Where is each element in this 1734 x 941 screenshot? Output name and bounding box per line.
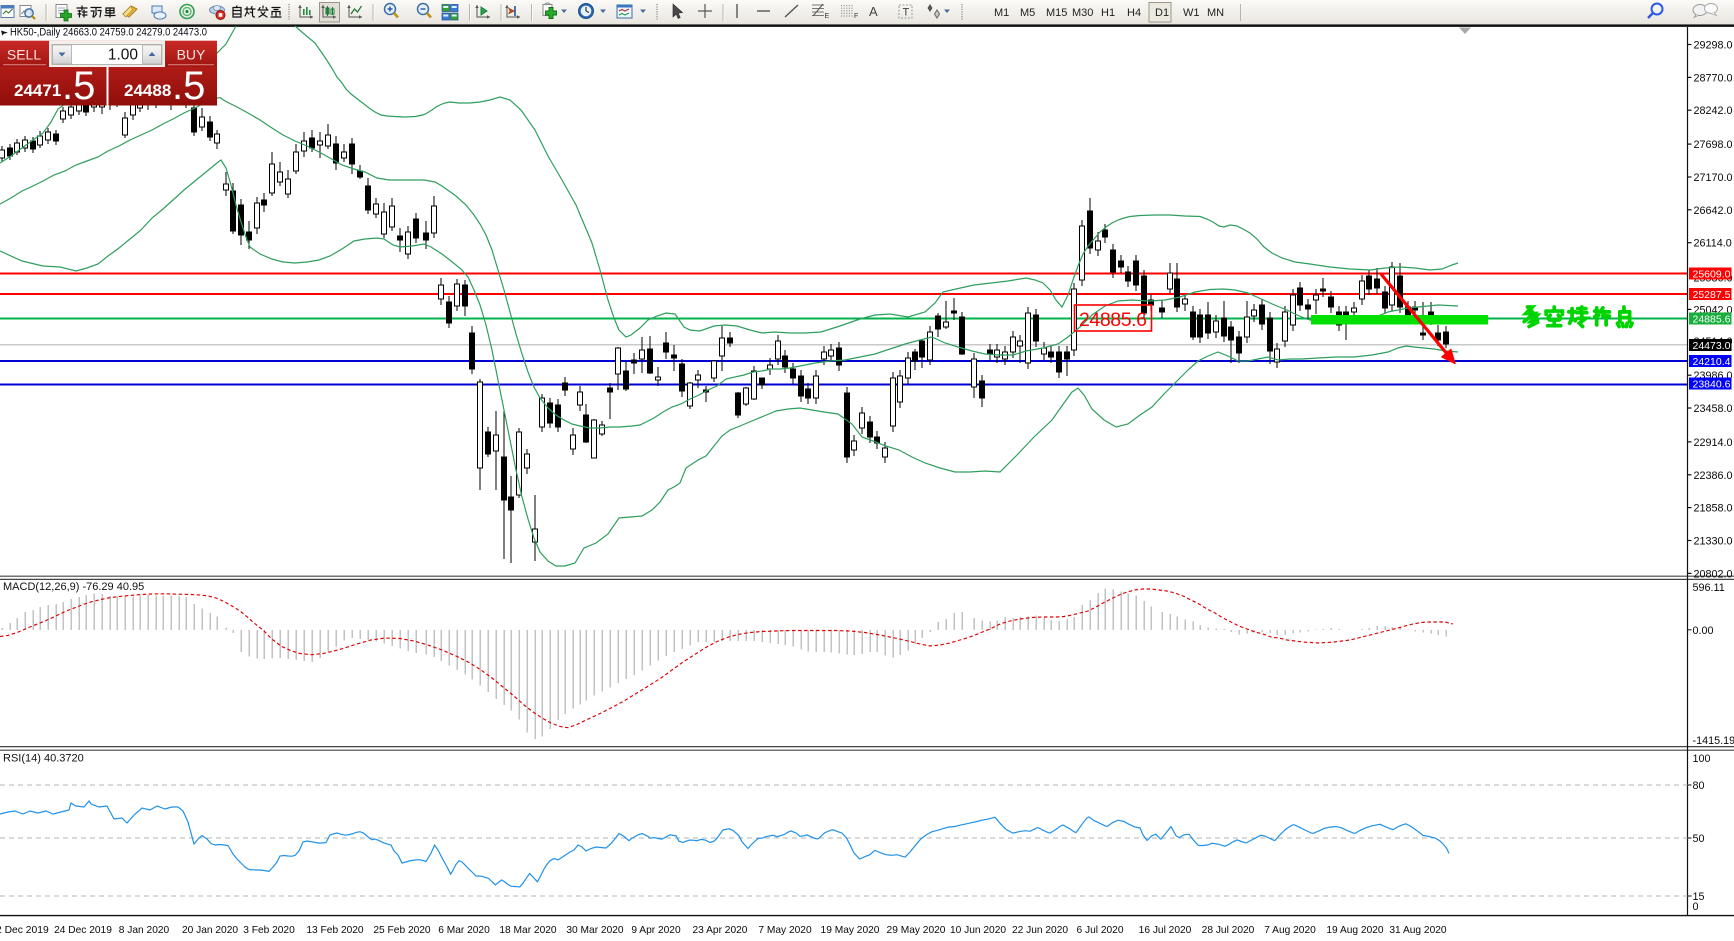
svg-text:8 Jan 2020: 8 Jan 2020 [119, 925, 170, 936]
svg-text:.5: .5 [172, 64, 205, 108]
svg-text:RSI(14) 40.3720: RSI(14) 40.3720 [3, 753, 84, 765]
svg-text:28242.0: 28242.0 [1694, 105, 1733, 117]
svg-text:596.11: 596.11 [1693, 582, 1725, 594]
svg-text:29298.0: 29298.0 [1694, 40, 1733, 52]
svg-text:10 Jun 2020: 10 Jun 2020 [950, 925, 1006, 936]
svg-text:24210.4: 24210.4 [1693, 356, 1731, 368]
svg-text:31 Aug 2020: 31 Aug 2020 [1389, 925, 1447, 936]
svg-text:15: 15 [1693, 891, 1705, 903]
svg-text:24 Dec 2019: 24 Dec 2019 [54, 925, 112, 936]
svg-text:21858.0: 21858.0 [1694, 503, 1733, 515]
svg-text:19 May 2020: 19 May 2020 [821, 925, 880, 936]
svg-text:22386.0: 22386.0 [1694, 470, 1733, 482]
svg-text:19 Aug 2020: 19 Aug 2020 [1326, 925, 1384, 936]
svg-text:2 Dec 2019: 2 Dec 2019 [0, 925, 49, 936]
svg-text:23840.6: 23840.6 [1693, 379, 1731, 391]
svg-text:MN: MN [1207, 7, 1224, 19]
svg-text:29 May 2020: 29 May 2020 [887, 925, 946, 936]
svg-text:A: A [869, 4, 878, 19]
svg-text:MACD(12,26,9) -76.29 40.95: MACD(12,26,9) -76.29 40.95 [3, 581, 144, 593]
svg-text:7 May 2020: 7 May 2020 [758, 925, 812, 936]
svg-text:.5: .5 [62, 64, 95, 108]
svg-text:7 Aug 2020: 7 Aug 2020 [1264, 925, 1316, 936]
svg-text:T: T [903, 7, 910, 19]
svg-text:M15: M15 [1046, 7, 1067, 19]
svg-text:18 Mar 2020: 18 Mar 2020 [499, 925, 557, 936]
svg-text:21330.0: 21330.0 [1694, 536, 1733, 548]
svg-text:M1: M1 [994, 7, 1009, 19]
svg-text:0.00: 0.00 [1693, 625, 1714, 637]
svg-text:6 Mar 2020: 6 Mar 2020 [438, 925, 490, 936]
svg-text:SELL: SELL [7, 47, 41, 63]
svg-text:26642.0: 26642.0 [1694, 205, 1733, 217]
svg-text:27170.0: 27170.0 [1694, 172, 1733, 184]
svg-text:27698.0: 27698.0 [1694, 139, 1733, 151]
svg-text:22914.0: 22914.0 [1694, 437, 1733, 449]
svg-text:23 Apr 2020: 23 Apr 2020 [693, 925, 748, 936]
svg-text:20 Jan 2020: 20 Jan 2020 [182, 925, 238, 936]
svg-text:50: 50 [1693, 833, 1705, 845]
svg-text:24885.6: 24885.6 [1079, 309, 1147, 331]
svg-text:HK50-,Daily 24663.0 24759.0 2: HK50-,Daily 24663.0 24759.0 24279.0 2447… [10, 27, 207, 39]
svg-text:16 Jul 2020: 16 Jul 2020 [1139, 925, 1192, 936]
svg-text:26114.0: 26114.0 [1694, 238, 1732, 250]
svg-text:0: 0 [1693, 901, 1699, 913]
svg-text:6 Jul 2020: 6 Jul 2020 [1076, 925, 1123, 936]
svg-text:M30: M30 [1072, 7, 1093, 19]
svg-text:28 Jul 2020: 28 Jul 2020 [1202, 925, 1255, 936]
svg-text:D1: D1 [1155, 7, 1169, 19]
svg-text:F: F [854, 13, 858, 20]
svg-text:23458.0: 23458.0 [1694, 403, 1733, 415]
svg-text:24473.0: 24473.0 [1693, 340, 1731, 352]
svg-text:24885.6: 24885.6 [1693, 314, 1731, 326]
svg-text:80: 80 [1693, 780, 1705, 792]
svg-text:20802.0: 20802.0 [1694, 568, 1733, 580]
svg-text:30 Mar 2020: 30 Mar 2020 [566, 925, 624, 936]
svg-text:H4: H4 [1127, 7, 1141, 19]
svg-text:-1415.19: -1415.19 [1693, 735, 1734, 747]
svg-text:H1: H1 [1101, 7, 1115, 19]
svg-text:W1: W1 [1183, 7, 1200, 19]
svg-text:E: E [825, 13, 830, 20]
svg-text:25 Feb 2020: 25 Feb 2020 [373, 925, 431, 936]
svg-text:24488: 24488 [124, 81, 171, 100]
svg-text:100: 100 [1693, 753, 1711, 765]
svg-text:22 Jun 2020: 22 Jun 2020 [1012, 925, 1068, 936]
svg-text:BUY: BUY [177, 47, 206, 63]
svg-text:25609.0: 25609.0 [1693, 268, 1731, 280]
svg-text:24471: 24471 [14, 81, 61, 100]
svg-text:3 Feb 2020: 3 Feb 2020 [243, 925, 295, 936]
svg-text:25287.5: 25287.5 [1693, 289, 1731, 301]
svg-text:M5: M5 [1020, 7, 1035, 19]
svg-text:9 Apr 2020: 9 Apr 2020 [631, 925, 681, 936]
svg-text:13 Feb 2020: 13 Feb 2020 [306, 925, 364, 936]
svg-text:28770.0: 28770.0 [1694, 72, 1733, 84]
svg-text:1.00: 1.00 [108, 47, 139, 64]
